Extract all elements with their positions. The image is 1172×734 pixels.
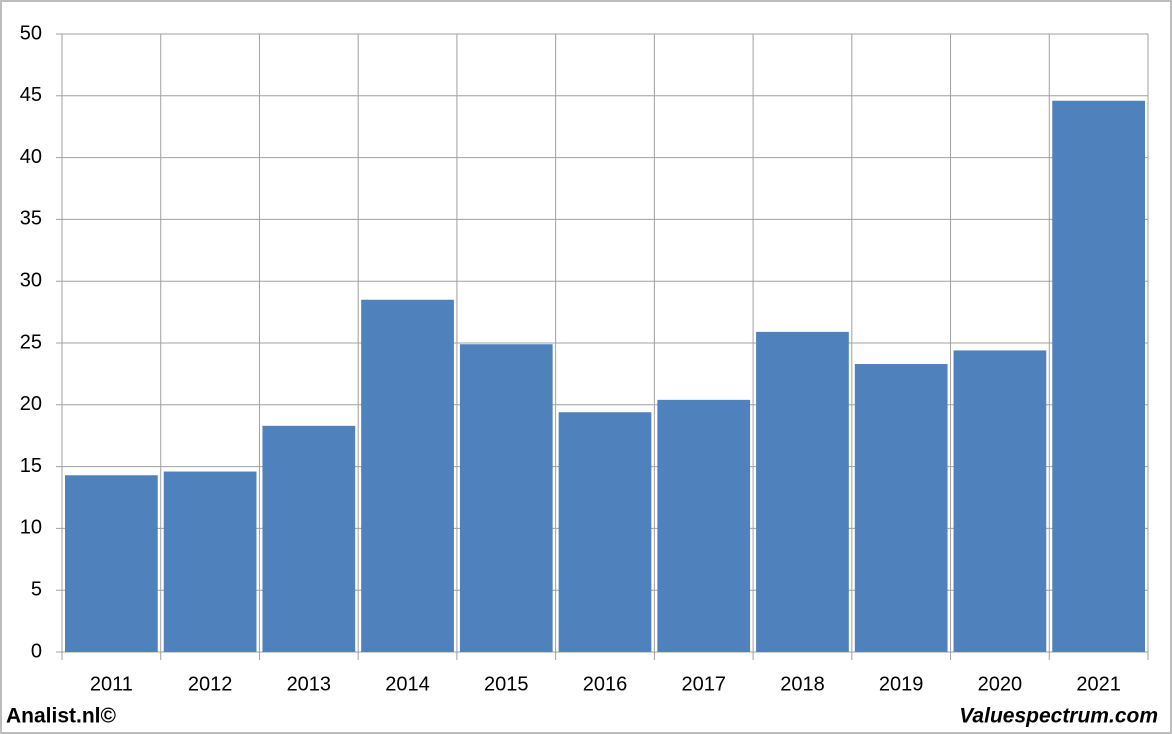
y-tick-label: 15: [20, 455, 42, 477]
bar: [657, 399, 751, 652]
x-tick-label: 2015: [484, 673, 529, 695]
bar: [854, 364, 948, 652]
x-tick-label: 2011: [90, 673, 133, 695]
bar: [756, 331, 849, 652]
y-tick-label: 10: [20, 517, 42, 539]
bar: [361, 299, 454, 652]
x-tick-label: 2012: [188, 673, 233, 695]
y-tick-label: 25: [20, 331, 42, 353]
bar: [262, 425, 356, 652]
x-tick-label: 2013: [287, 673, 332, 695]
footer-right: Valuespectrum.com: [959, 705, 1158, 728]
y-tick-label: 35: [20, 208, 42, 230]
bar: [953, 350, 1047, 652]
x-tick-label: 2019: [879, 673, 924, 695]
x-tick-label: 2018: [780, 673, 825, 695]
x-tick-label: 2021: [1076, 673, 1121, 695]
y-tick-label: 40: [20, 146, 42, 168]
y-tick-label: 30: [20, 269, 42, 291]
bar: [163, 471, 257, 652]
y-tick-label: 45: [20, 84, 42, 106]
x-tick-label: 2014: [385, 673, 430, 695]
y-tick-label: 0: [31, 640, 42, 662]
footer-left: Analist.nl©: [6, 705, 117, 728]
bar: [65, 475, 158, 652]
y-tick-label: 5: [31, 578, 42, 600]
bar: [558, 412, 652, 652]
x-tick-label: 2016: [583, 673, 628, 695]
bar: [459, 344, 553, 652]
x-tick-label: 2020: [978, 673, 1023, 695]
x-tick-label: 2017: [681, 673, 726, 695]
bar: [1052, 100, 1145, 652]
y-tick-label: 50: [20, 22, 42, 44]
y-tick-label: 20: [20, 393, 42, 415]
